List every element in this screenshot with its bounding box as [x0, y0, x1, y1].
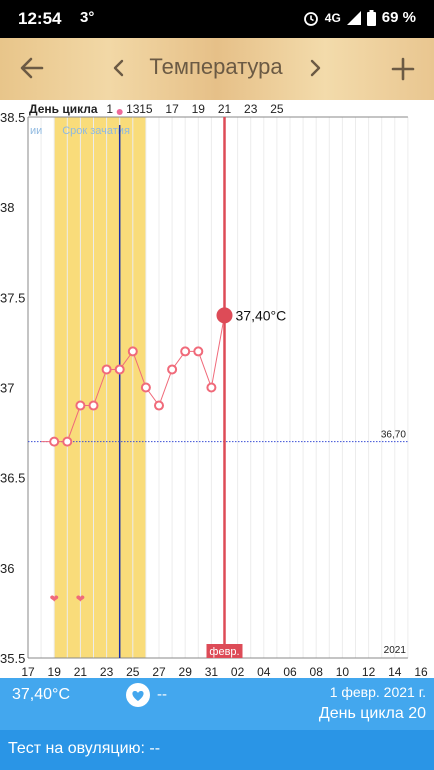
y-tick-label: 36.5 [0, 471, 25, 486]
x-tick-label: 16 [414, 665, 428, 678]
x-tick-label: 06 [283, 665, 297, 678]
selected-date: 1 февр. 2021 г. [329, 684, 426, 700]
cycle-day: День цикла 20 [318, 705, 426, 722]
signal-icon [346, 10, 361, 25]
y-tick-label: 38 [0, 200, 14, 215]
add-plus-icon[interactable] [386, 52, 420, 86]
month-marker-bg [206, 644, 243, 658]
temperature-point [88, 400, 99, 411]
status-icons: 4G 69 % [303, 9, 416, 26]
x-tick-label: 04 [257, 665, 271, 678]
cycle-day-tick: 25 [270, 102, 284, 116]
ovulation-test-bar[interactable]: Тест на овуляцию: -- [0, 730, 434, 770]
month-label: февр. [209, 646, 239, 658]
y-tick-label: 38.5 [0, 110, 25, 125]
intercourse-value: -- [157, 686, 167, 703]
status-bar: 12:54 3° 4G 69 % [0, 0, 434, 38]
y-tick-label: 37.5 [0, 290, 25, 305]
y-tick-label: 37 [0, 381, 14, 396]
x-tick-label: 14 [388, 665, 402, 678]
cycle-day-tick: 21 [218, 102, 232, 116]
y-tick-label: 35.5 [0, 651, 25, 666]
x-tick-label: 08 [310, 665, 324, 678]
x-tick-label: 23 [100, 665, 114, 678]
selected-point [216, 307, 233, 324]
temperature-point [101, 364, 112, 375]
alarm-icon [303, 11, 318, 26]
battery-icon [366, 9, 376, 26]
temperature-point [140, 382, 151, 393]
conception-label: Срок зачатия [62, 125, 130, 137]
page-title: Температура [149, 54, 283, 79]
year-label: 2021 [384, 645, 407, 656]
fertile-label: ии [30, 125, 42, 137]
network-type: 4G [324, 10, 341, 25]
x-tick-label: 02 [231, 665, 245, 678]
status-time: 12:54 [18, 9, 62, 28]
day-summary-bar[interactable]: 37,40°C -- 1 февр. 2021 г. День цикла 20 [0, 678, 434, 730]
temperature-point [62, 436, 73, 447]
prev-cycle-chevron-icon[interactable] [108, 52, 130, 84]
ovulation-test-label: Тест на овуляцию: -- [8, 740, 161, 757]
x-tick-label: 12 [362, 665, 376, 678]
temperature-point [114, 364, 125, 375]
baseline-label: 36,70 [381, 430, 406, 441]
heart-icon[interactable] [126, 683, 150, 707]
cycle-day-tick: 13 [126, 102, 140, 116]
next-cycle-chevron-icon[interactable] [304, 52, 326, 84]
x-tick-label: 17 [21, 665, 35, 678]
back-arrow-icon[interactable] [16, 52, 48, 84]
cycle-day-tick: 23 [244, 102, 258, 116]
heart-marker: ❤ [76, 592, 85, 605]
battery-level: 69 % [381, 9, 416, 26]
y-tick-label: 36 [0, 561, 14, 576]
temperature-point [206, 382, 217, 393]
temperature-point [75, 400, 86, 411]
toolbar: Температура [0, 38, 434, 100]
temperature-chart[interactable]: 38.5 38 37.5 37 36.5 36 35.5 17 19 21 23 25 27 29 31 02… [0, 100, 434, 679]
x-tick-label: 25 [126, 665, 140, 678]
x-tick-label: 27 [152, 665, 166, 678]
temperature-point [180, 346, 191, 357]
selected-temperature: 37,40°C [12, 686, 70, 703]
ovulation-dot [116, 109, 123, 115]
cycle-day-tick: 15 [139, 102, 153, 116]
x-tick-label: 29 [179, 665, 193, 678]
cycle-day-tick: 17 [165, 102, 179, 116]
temperature-point [193, 346, 204, 357]
temperature-point [167, 364, 178, 375]
cycle-day-tick: 19 [192, 102, 206, 116]
x-tick-label: 21 [74, 665, 88, 678]
temperature-point [127, 346, 138, 357]
x-tick-label: 10 [336, 665, 350, 678]
temperature-point [49, 436, 60, 447]
cycle-day-axis-label: День цикла [29, 102, 98, 116]
selected-value-label: 37,40°C [236, 307, 287, 323]
cycle-day-tick: 1 [106, 102, 113, 116]
x-tick-label: 19 [48, 665, 62, 678]
temperature-point [154, 400, 164, 411]
heart-marker: ❤ [50, 592, 59, 605]
x-tick-label: 31 [205, 665, 219, 678]
notification-indicator: 3° [80, 9, 95, 26]
